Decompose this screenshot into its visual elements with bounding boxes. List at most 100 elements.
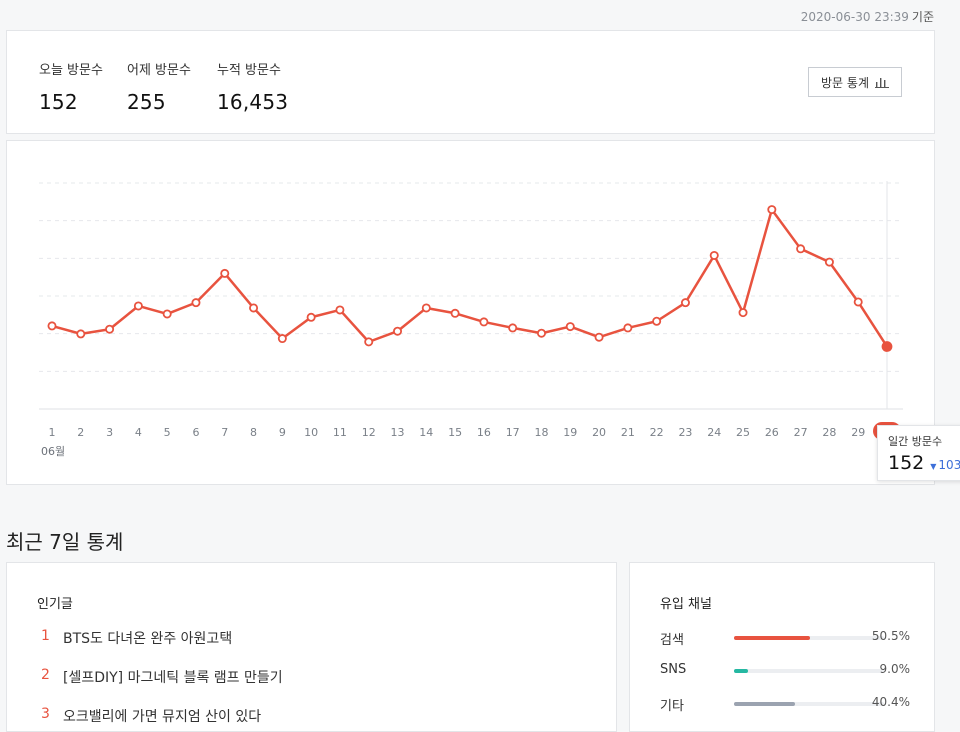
stat-total: 누적 방문수 16,453 [217, 59, 288, 114]
x-tick-label: 26 [765, 426, 779, 439]
timestamp-datetime: 2020-06-30 23:39 [800, 10, 909, 24]
series-segment [367, 329, 399, 344]
channel-bar-fill [734, 636, 810, 640]
series-segment [569, 325, 601, 339]
post-title[interactable]: BTS도 다녀온 완주 아원고택 [63, 631, 233, 647]
x-tick-label: 10 [304, 426, 318, 439]
x-tick-label: 11 [333, 426, 347, 439]
data-point [76, 329, 86, 339]
series-segment [799, 247, 831, 264]
chart-tooltip: 일간 방문수 152 ▼ 103 [877, 425, 960, 481]
channel-bar-fill [734, 669, 748, 673]
x-tick-label: 2 [77, 426, 84, 439]
series-segment [626, 320, 658, 330]
data-point [738, 308, 748, 318]
data-point [364, 337, 374, 347]
data-point [853, 297, 863, 307]
data-point [450, 308, 460, 318]
x-tick-label: 27 [794, 426, 808, 439]
data-point [767, 205, 777, 215]
stat-yesterday-value: 255 [127, 90, 166, 114]
chart-grid [39, 181, 903, 410]
series-segment [597, 326, 630, 339]
stat-today-value: 152 [39, 90, 78, 114]
series-segment [223, 272, 255, 310]
x-tick-label: 23 [678, 426, 692, 439]
series-segment [425, 306, 457, 315]
series-segment [741, 208, 774, 314]
series-segment [482, 320, 514, 330]
timestamp-suffix: 기준 [911, 10, 934, 24]
x-tick-label: 18 [534, 426, 548, 439]
stat-today-label: 오늘 방문수 [39, 63, 103, 78]
stat-yesterday: 어제 방문수 255 [127, 59, 191, 114]
series-segment [828, 260, 860, 304]
x-tick-label: 20 [592, 426, 606, 439]
series-segment [165, 301, 198, 316]
channel-bar-track [734, 669, 884, 673]
data-point [277, 334, 287, 344]
series-segment [655, 301, 687, 323]
daily-visits-chart: 1 2 3 4 5 6 7 8 9 10 11 12 13 14 15 16 17 18 19 20 21 22 23 24 2… [39, 181, 903, 458]
channel-name: SNS [660, 662, 687, 677]
bar-chart-icon [875, 78, 889, 88]
channel-row-other: 기타 40.4% [660, 695, 910, 714]
daily-visits-chart-card: 1 2 3 4 5 6 7 8 9 10 11 12 13 14 15 16 17 18 19 20 21 22 23 24 2… [6, 140, 960, 485]
post-title[interactable]: [셀프DIY] 마그네틱 블록 램프 만들기 [63, 670, 283, 686]
x-tick-label: 29 [851, 426, 865, 439]
channel-percent: 50.5% [871, 629, 910, 643]
down-arrow-icon: ▼ [930, 462, 937, 471]
data-point [623, 323, 633, 333]
channel-percent: 9.0% [879, 662, 911, 676]
series-segment [856, 300, 889, 348]
data-point [709, 250, 719, 260]
series-segment [79, 327, 111, 336]
recent-7days-title: 최근 7일 통계 [6, 530, 124, 554]
data-point [796, 244, 806, 254]
tooltip-value: 152 [888, 452, 925, 474]
data-point [536, 328, 546, 338]
channel-bar-track [734, 702, 884, 706]
channel-bar-track [734, 636, 884, 640]
channel-bar-fill [734, 702, 795, 706]
series-segment [712, 254, 745, 314]
x-tick-label: 13 [391, 426, 405, 439]
x-tick-label: 16 [477, 426, 491, 439]
popular-post-item[interactable]: 1 BTS도 다녀온 완주 아원고택 [41, 628, 232, 648]
x-tick-label: 15 [448, 426, 462, 439]
channel-row-search: 검색 50.5% [660, 629, 910, 648]
post-rank: 3 [41, 706, 50, 722]
channel-row-sns: SNS 9.0% [660, 662, 910, 678]
series-segment [396, 306, 428, 333]
data-point [479, 317, 489, 327]
data-point [824, 257, 834, 267]
series-segment [50, 324, 83, 336]
post-rank: 1 [41, 628, 50, 644]
stat-total-value: 16,453 [217, 90, 289, 114]
series-segment [511, 326, 543, 335]
series-segment [770, 208, 802, 251]
x-tick-label: 28 [822, 426, 836, 439]
channel-percent: 40.4% [871, 695, 910, 709]
data-point [565, 322, 575, 332]
x-tick-label: 14 [419, 426, 433, 439]
x-tick-label: 8 [250, 426, 257, 439]
visit-stats-button[interactable]: 방문 통계 [808, 67, 902, 97]
data-point [249, 303, 259, 313]
data-point [508, 323, 518, 333]
visitor-summary-card: 오늘 방문수 152 어제 방문수 255 누적 방문수 16,453 방문 통… [6, 30, 935, 134]
popular-posts-title: 인기글 [37, 597, 73, 612]
series-segment [137, 304, 169, 316]
x-tick-label: 17 [506, 426, 520, 439]
x-tick-label: 19 [563, 426, 577, 439]
x-tick-label: 21 [621, 426, 635, 439]
popular-post-item[interactable]: 3 오크밸리에 가면 뮤지엄 산이 있다 [41, 706, 261, 726]
data-point [133, 301, 143, 311]
popular-post-item[interactable]: 2 [셀프DIY] 마그네틱 블록 램프 만들기 [41, 667, 283, 687]
popular-posts-card: 인기글 1 BTS도 다녀온 완주 아원고택 2 [셀프DIY] 마그네틱 블록… [6, 562, 617, 732]
x-tick-label: 3 [106, 426, 113, 439]
data-point [47, 321, 57, 331]
x-tick-label: 1 [49, 426, 56, 439]
stat-total-label: 누적 방문수 [217, 63, 281, 78]
post-title[interactable]: 오크밸리에 가면 뮤지엄 산이 있다 [63, 709, 262, 725]
